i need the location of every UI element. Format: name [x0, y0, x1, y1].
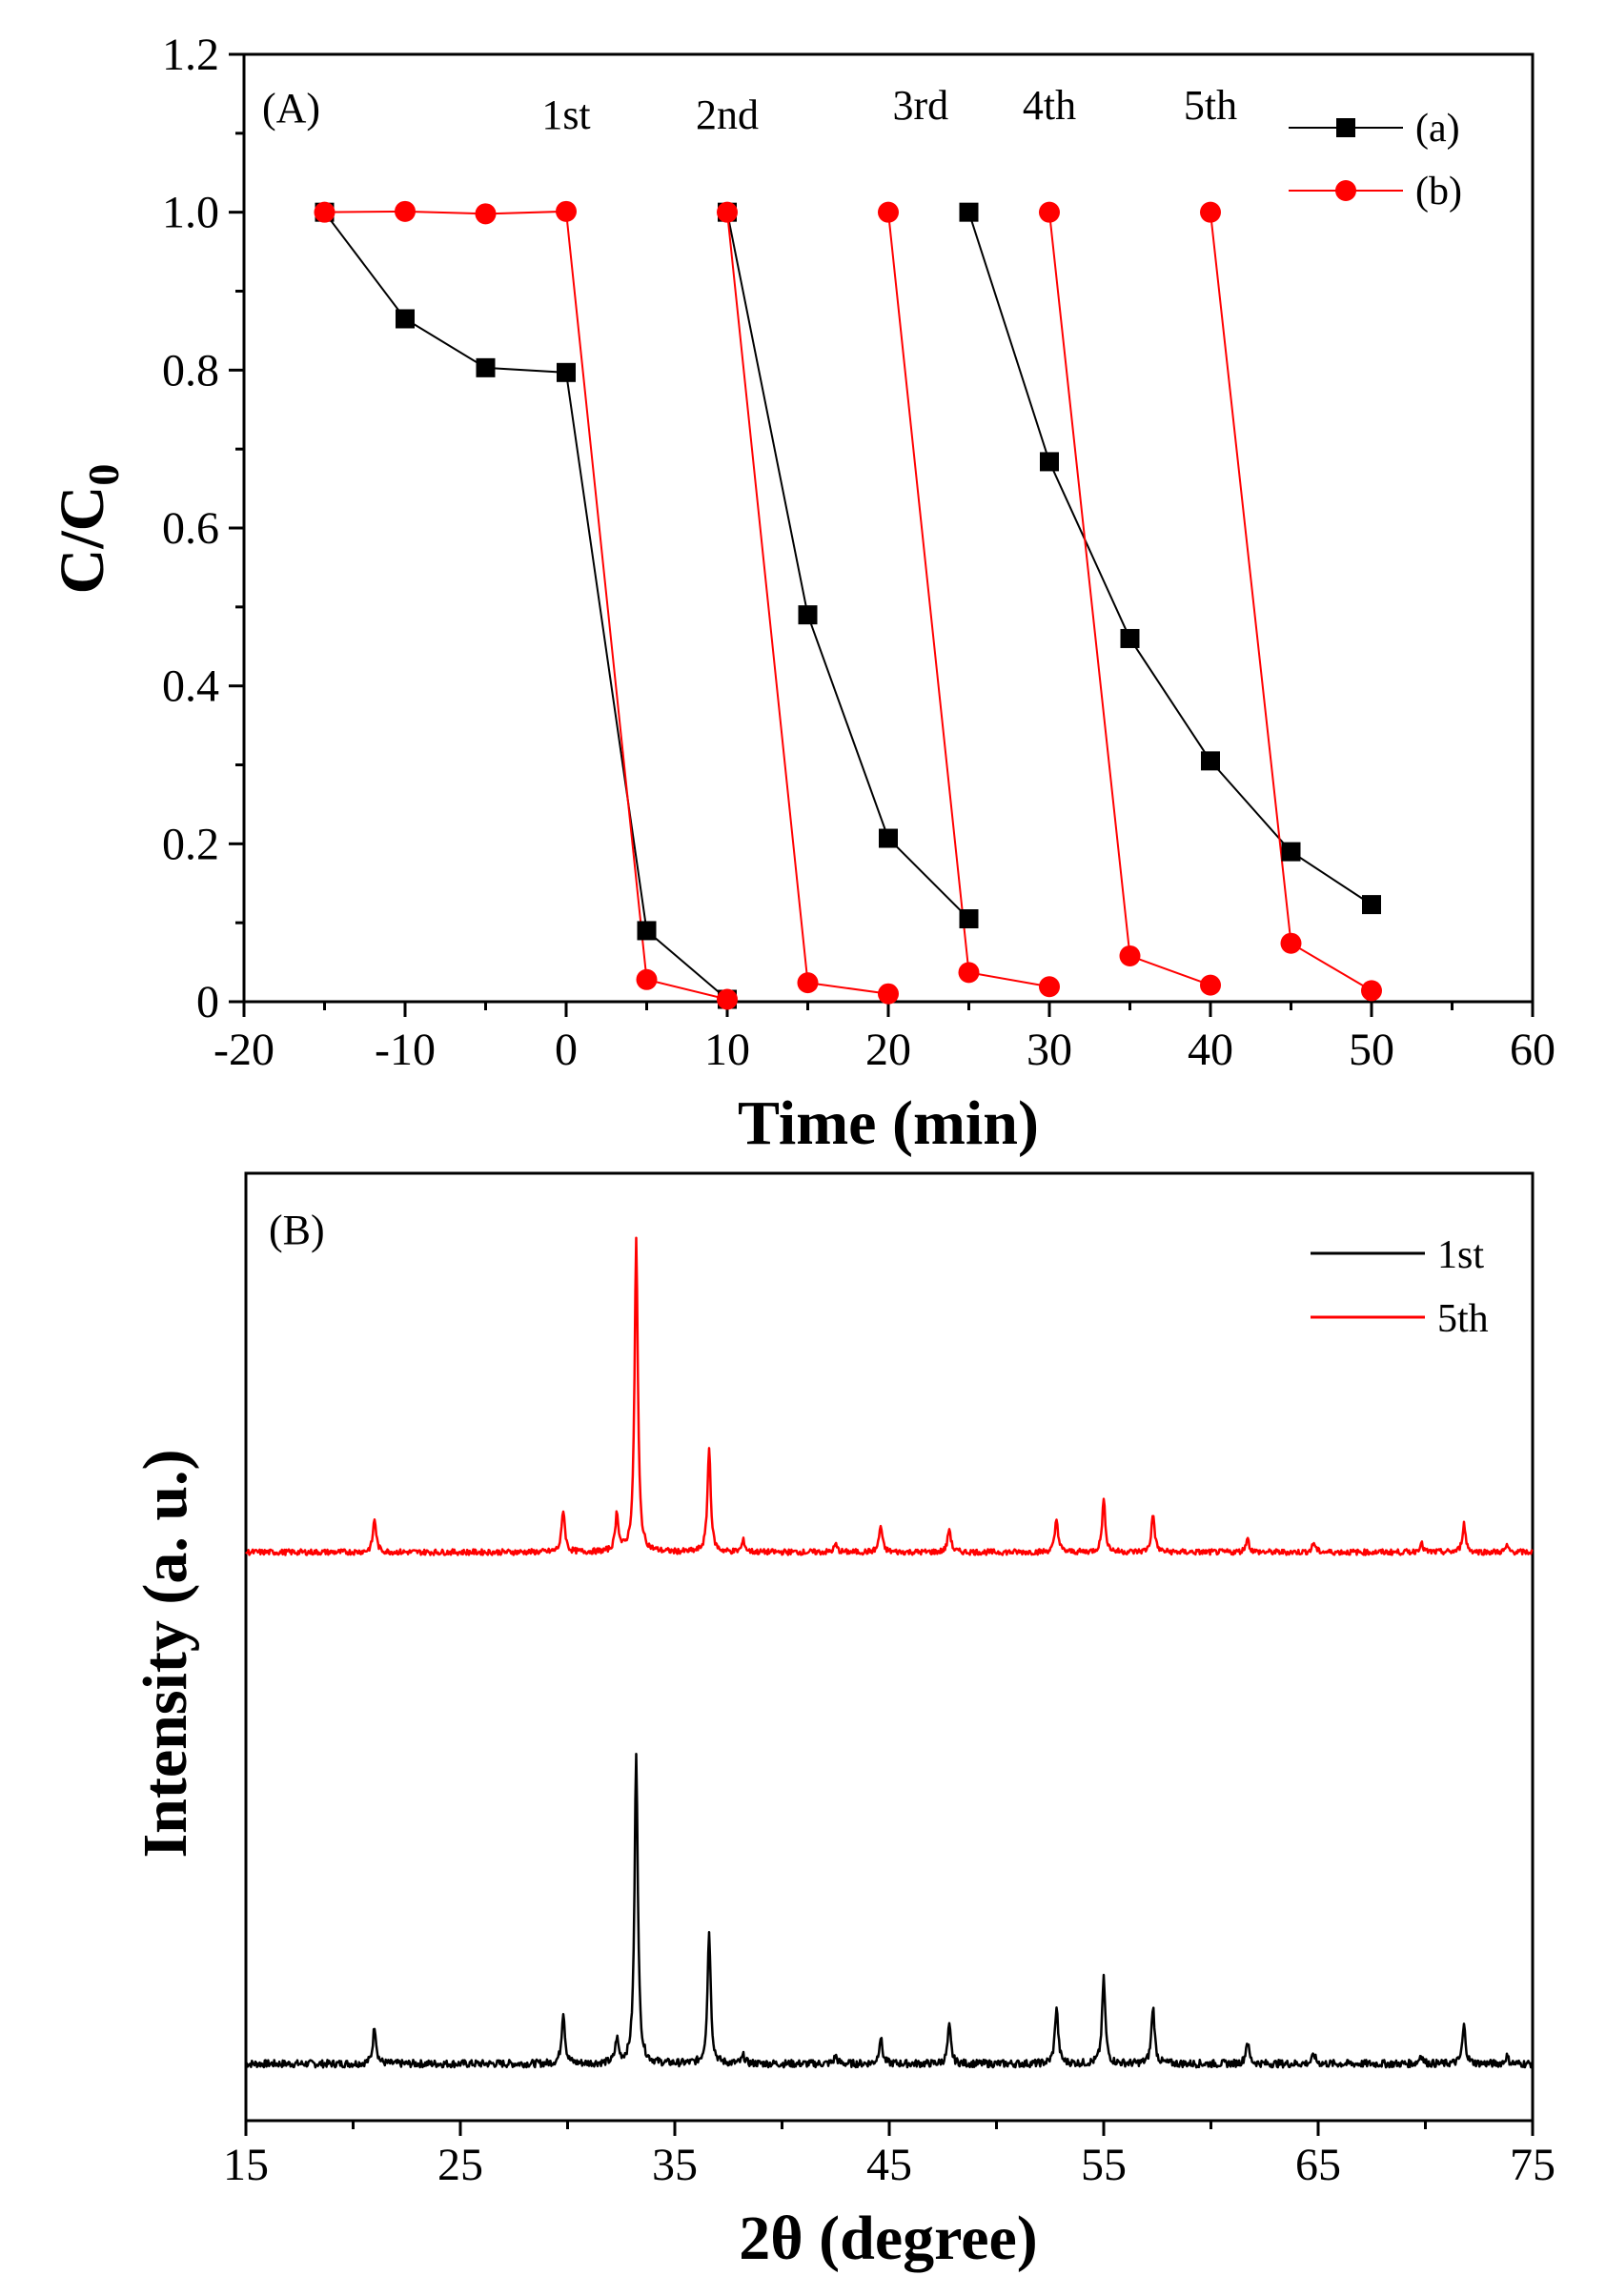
a-x-tick-label: -20: [213, 1025, 274, 1075]
a-x-tick-label: 50: [1349, 1025, 1394, 1075]
panel-b-ticks: 15 25 35 45 55 65 75: [223, 2121, 1555, 2190]
panel-a-ticks: -20 -10 0 10 20 30 40 50 60 0 0.2 0.4 0.6 0.8 1.0 1.2: [162, 30, 1555, 1075]
legend-b-marker: [1335, 180, 1356, 201]
series-a-point: [959, 202, 979, 222]
series-a-point: [798, 605, 818, 625]
legend-5th-label: 5th: [1437, 1297, 1489, 1341]
series-a-point: [1281, 842, 1301, 862]
panel-a: -20 -10 0 10 20 30 40 50 60 0 0.2 0.4 0.6 0.8 1.0 1.2 (…: [48, 30, 1555, 1158]
cycle-label: 1st: [541, 91, 590, 138]
b-x-tick-label: 35: [652, 2140, 698, 2190]
series-b-point: [314, 201, 335, 223]
y-axis-title-main: C/C: [48, 486, 117, 595]
series-b-line: [1210, 212, 1372, 992]
panel-a-x-axis-title: Time (min): [738, 1088, 1039, 1158]
panel-b-frame: [244, 1171, 1535, 2123]
series-b-point: [717, 201, 738, 223]
a-x-tick-label: 20: [865, 1025, 911, 1075]
series-b-point: [717, 988, 738, 1010]
series-a-point: [1120, 628, 1140, 648]
series-b-point: [1200, 974, 1221, 996]
xrd-1st-line: [245, 1752, 1535, 2069]
panel-a-y-axis-title: C/C0: [48, 464, 128, 595]
series-b-point: [556, 200, 577, 222]
y-axis-title-subscript: 0: [79, 464, 128, 486]
series-a-line: [726, 212, 970, 920]
series-b-point: [1361, 980, 1382, 1002]
series-a-point: [1201, 751, 1220, 771]
a-y-tick-label: 0.6: [162, 503, 219, 554]
series-b-point: [958, 962, 980, 984]
a-x-tick-label: 60: [1510, 1025, 1555, 1075]
xrd-5th-line: [245, 1236, 1534, 1556]
series-a-line: [967, 212, 1372, 905]
series-b-point: [475, 203, 497, 225]
b-x-tick-label: 65: [1295, 2140, 1341, 2190]
cycle-label: 2nd: [696, 91, 759, 138]
series-b-point: [395, 200, 416, 222]
panel-b-label: (B): [269, 1207, 325, 1253]
series-b-point: [1039, 976, 1060, 998]
b-x-tick-label: 15: [223, 2140, 269, 2190]
series-b-line: [1048, 212, 1211, 986]
a-y-tick-label: 0: [196, 977, 219, 1027]
series-a-point: [396, 309, 415, 329]
series-b-point: [1119, 945, 1141, 966]
a-y-tick-label: 0.8: [162, 345, 219, 396]
series-b-point: [1200, 201, 1221, 223]
legend-1st-label: 1st: [1437, 1233, 1484, 1277]
series-b-point: [1039, 201, 1060, 223]
series-a-point: [879, 828, 898, 848]
panel-b-y-axis-title: Intensity (a. u.): [131, 1449, 200, 1858]
a-x-tick-label: -10: [375, 1025, 436, 1075]
a-x-tick-label: 30: [1027, 1025, 1072, 1075]
series-a-point: [1362, 895, 1381, 915]
series-a-point: [557, 362, 576, 382]
legend-a-marker: [1336, 118, 1355, 137]
series-a-point: [1040, 452, 1059, 472]
a-y-tick-label: 1.0: [162, 188, 219, 238]
series-a-point: [637, 921, 657, 941]
legend-a-label: (a): [1415, 107, 1460, 151]
panel-b-legend: 1st 5th: [1311, 1233, 1489, 1341]
series-b-line: [887, 212, 1050, 988]
panel-a-legend: (a) (b): [1289, 107, 1462, 213]
b-x-tick-label: 25: [437, 2140, 483, 2190]
a-y-tick-label: 0.2: [162, 819, 219, 869]
b-x-tick-label: 45: [866, 2140, 912, 2190]
b-x-tick-label: 55: [1081, 2140, 1127, 2190]
a-x-tick-label: 10: [704, 1025, 750, 1075]
a-x-tick-label: 0: [555, 1025, 578, 1075]
a-y-tick-label: 1.2: [162, 30, 219, 80]
panel-b-series-lines: [245, 1236, 1535, 2069]
panel-a-cycle-labels: 1st 2nd 3rd 4th 5th: [541, 82, 1237, 138]
a-y-tick-label: 0.4: [162, 661, 219, 712]
cycle-label: 3rd: [892, 82, 948, 129]
series-b-point: [636, 968, 658, 990]
panel-b: 15 25 35 45 55 65 75 (B) 1st 5th 2θ (degree) I…: [131, 1171, 1555, 2273]
series-a-point: [959, 909, 979, 929]
panel-a-label: (A): [262, 85, 320, 132]
panel-a-series-lines: [323, 210, 1372, 1001]
series-b-point: [797, 972, 819, 994]
series-b-point: [878, 201, 899, 223]
series-b-point: [878, 983, 899, 1005]
cycle-label: 5th: [1184, 82, 1237, 129]
a-x-tick-label: 40: [1188, 1025, 1233, 1075]
b-x-tick-label: 75: [1510, 2140, 1555, 2190]
panel-b-x-axis-title: 2θ (degree): [739, 2204, 1038, 2273]
legend-b-label: (b): [1415, 170, 1462, 213]
series-a-line: [323, 212, 728, 1001]
series-b-line: [324, 210, 728, 1001]
cycle-label: 4th: [1023, 82, 1076, 129]
panel-a-markers: [314, 200, 1382, 1010]
series-b-point: [1280, 932, 1302, 954]
series-a-point: [476, 357, 496, 377]
